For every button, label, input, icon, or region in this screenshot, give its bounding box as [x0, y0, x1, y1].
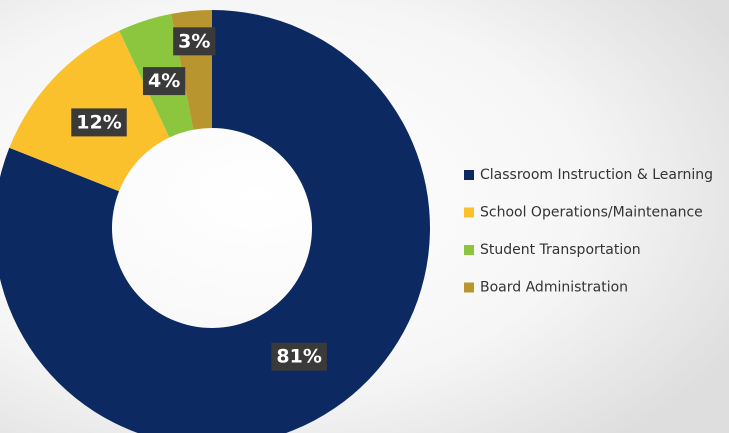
legend-text: School Operations/Maintenance: [480, 205, 703, 221]
legend-text: Board Administration: [480, 280, 628, 296]
value-label-box: [271, 342, 327, 371]
value-label-box: [173, 27, 216, 56]
value-label: 4%: [148, 70, 180, 92]
value-label: 3%: [178, 30, 210, 52]
value-label-box: [142, 67, 186, 96]
legend-text: Student Transportation: [480, 242, 641, 258]
labels: 81% 12% 4% 3%: [71, 27, 327, 371]
legend-swatch: [464, 282, 474, 293]
legend: Classroom Instruction & Learning School O…: [464, 167, 713, 296]
legend-swatch: [464, 207, 474, 218]
legend-swatch: [464, 170, 474, 180]
value-label: 81%: [276, 346, 321, 368]
value-label: 12%: [76, 111, 121, 133]
legend-swatch: [464, 245, 474, 255]
legend-text: Classroom Instruction & Learning: [480, 167, 713, 183]
value-label-box: [71, 108, 127, 137]
slice: [0, 10, 430, 433]
